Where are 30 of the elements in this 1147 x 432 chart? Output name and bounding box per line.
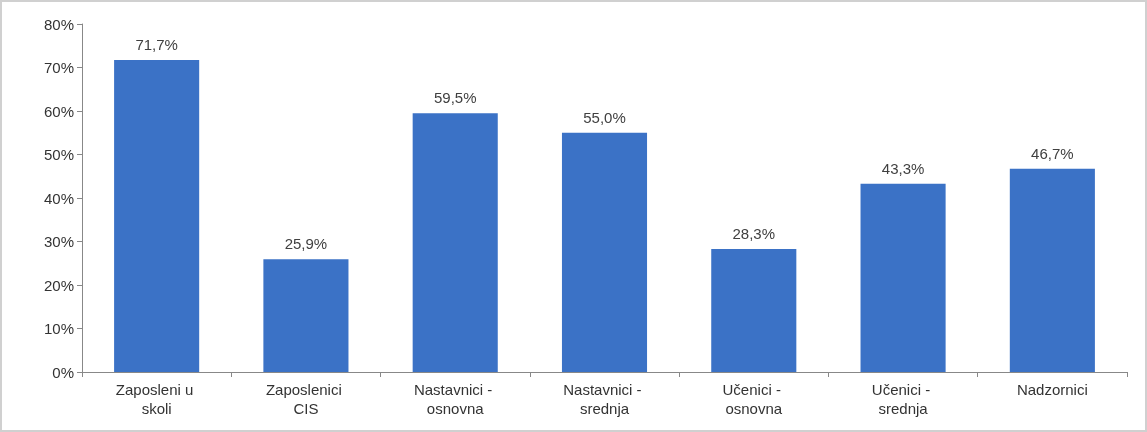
y-tick-label: 30% bbox=[43, 233, 74, 250]
bar bbox=[561, 132, 648, 372]
x-tick-label: Nastavnici - srednja bbox=[563, 381, 646, 417]
bar bbox=[860, 183, 946, 372]
data-label: 46,7% bbox=[1031, 144, 1074, 162]
x-tick-label: Učenici - srednja bbox=[871, 381, 935, 417]
data-label: 28,3% bbox=[732, 224, 776, 242]
y-tick-label: 60% bbox=[43, 102, 74, 120]
y-tick-label: 70% bbox=[43, 59, 74, 76]
y-tick-label: 50% bbox=[43, 146, 74, 163]
x-tick-label: Zaposleni u skoli bbox=[115, 381, 198, 417]
data-label: 55,0% bbox=[583, 108, 626, 126]
data-label: 71,7% bbox=[135, 36, 178, 54]
data-label: 25,9% bbox=[284, 235, 328, 253]
bar bbox=[114, 60, 200, 372]
data-label: 59,5% bbox=[433, 89, 477, 107]
bar bbox=[711, 248, 797, 372]
bar bbox=[263, 259, 349, 372]
bar bbox=[412, 113, 498, 372]
data-label: 43,3% bbox=[881, 159, 925, 177]
y-tick-label: 10% bbox=[43, 320, 74, 337]
x-tick-label: Učenici - osnovna bbox=[722, 381, 786, 417]
y-tick-label: 20% bbox=[43, 276, 74, 294]
bar bbox=[1009, 168, 1095, 372]
y-tick-label: 0% bbox=[52, 363, 74, 381]
y-tick-label: 40% bbox=[43, 189, 74, 207]
x-tick-label: Nadzornici bbox=[1016, 381, 1088, 398]
y-tick-label: 80% bbox=[43, 15, 74, 33]
x-tick-label: Nastavnici - osnovna bbox=[413, 381, 497, 417]
x-tick-label: Zaposlenici CIS bbox=[265, 381, 346, 417]
